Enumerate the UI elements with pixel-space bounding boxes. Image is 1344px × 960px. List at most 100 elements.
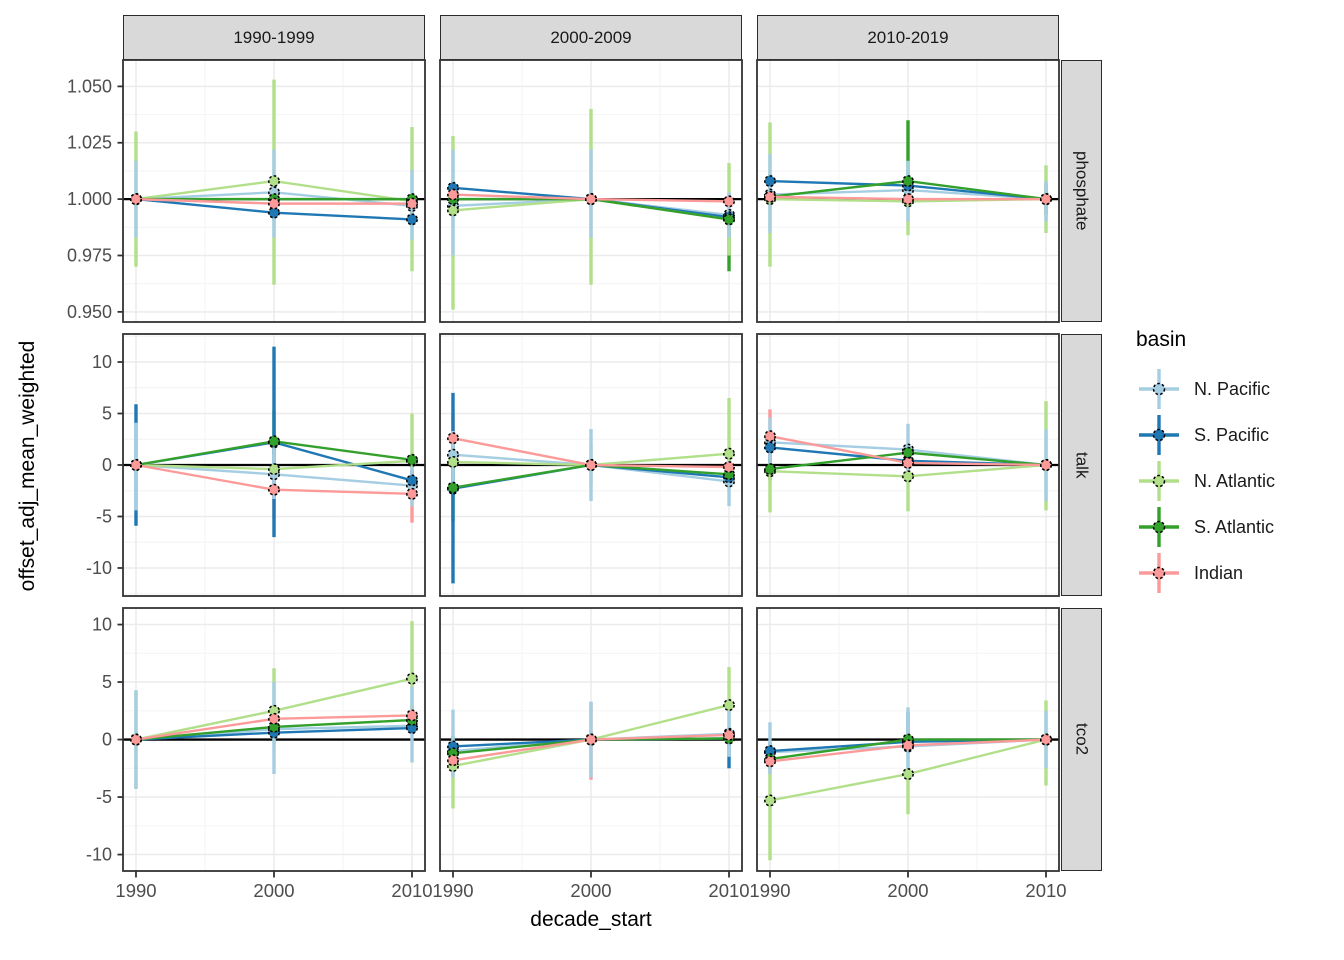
legend-key-n-pacific <box>1139 369 1179 409</box>
legend-key-s-pacific <box>1139 415 1179 455</box>
panel-border <box>439 59 743 323</box>
y-tick-label: 10 <box>92 615 112 635</box>
y-tick-label: 0.975 <box>67 245 112 265</box>
facet-row-strip-tco2: tco2 <box>1061 608 1102 871</box>
data-point <box>447 204 459 217</box>
x-tick-label: 1990 <box>749 880 790 901</box>
data-point <box>585 459 597 471</box>
data-point <box>585 193 597 206</box>
x-tick-label: 2000 <box>253 880 294 901</box>
x-tick-label: 2000 <box>887 880 928 901</box>
points-indian <box>130 459 418 500</box>
y-tick-label: 0 <box>102 455 112 475</box>
legend-title: basin <box>1136 328 1187 351</box>
y-tick-label: -10 <box>86 845 112 865</box>
data-point <box>406 197 418 210</box>
facet-row-strip-phosphate: phosphate <box>1061 60 1102 322</box>
facet-row-label: phosphate <box>1072 151 1092 231</box>
points-indian <box>764 190 1052 206</box>
points-indian <box>130 193 418 210</box>
panel-tco2-1990-1999 <box>122 607 426 872</box>
points-indian <box>447 432 735 474</box>
data-point <box>902 193 914 206</box>
legend-entry-indian: Indian <box>1136 550 1336 596</box>
data-point <box>902 446 914 459</box>
data-point <box>406 672 418 685</box>
data-point <box>406 213 418 226</box>
y-tick-label: 1.000 <box>67 189 112 209</box>
data-point <box>723 729 735 741</box>
data-point <box>268 720 280 733</box>
data-point <box>268 704 280 717</box>
data-point <box>406 722 418 735</box>
legend-entry-n-pacific: N. Pacific <box>1136 366 1336 412</box>
x-tick-label: 1990 <box>432 880 473 901</box>
facet-col-label: 1990-1999 <box>233 27 315 47</box>
data-point <box>723 461 735 474</box>
data-point <box>764 175 776 188</box>
legend-label: Indian <box>1194 562 1244 583</box>
data-point <box>447 188 459 201</box>
points-indian <box>764 430 1052 471</box>
data-point <box>447 754 459 767</box>
data-point <box>406 487 418 500</box>
legend-entry-n-atlantic: N. Atlantic <box>1136 458 1336 504</box>
legend-label: N. Atlantic <box>1194 470 1276 491</box>
data-point <box>447 432 459 445</box>
data-point <box>130 193 142 206</box>
y-tick-label: 1.025 <box>67 133 112 153</box>
data-point <box>268 175 280 188</box>
panel-phosphate-2010-2019 <box>756 59 1060 323</box>
x-tick-label: 2010 <box>391 880 432 901</box>
data-point <box>130 459 142 471</box>
facet-col-label: 2000-2009 <box>550 27 632 47</box>
panel-talk-1990-1999 <box>122 333 426 597</box>
panel-border <box>439 333 743 597</box>
x-tick-label: 1990 <box>115 880 156 901</box>
data-point <box>764 794 776 807</box>
data-point <box>902 768 914 781</box>
data-point <box>1040 459 1052 471</box>
points-indian <box>447 729 735 767</box>
legend-key-point <box>1152 566 1166 580</box>
data-point <box>268 483 280 496</box>
legend-entry-s-atlantic: S. Atlantic <box>1136 504 1336 550</box>
y-tick-label: 5 <box>102 672 112 692</box>
data-point <box>268 206 280 219</box>
data-point <box>268 435 280 448</box>
y-tick-label: -5 <box>96 506 112 526</box>
data-point <box>764 190 776 203</box>
points-indian <box>447 188 735 208</box>
facet-row-label: talk <box>1072 451 1092 479</box>
panel-border <box>756 59 1060 323</box>
legend: basin N. Pacific S. Pacific N. Atlantic S. … <box>1136 328 1336 596</box>
facet-col-label: 2010-2019 <box>867 27 949 47</box>
data-point <box>585 733 597 746</box>
data-point <box>406 453 418 466</box>
data-point <box>130 733 142 746</box>
facet-col-strip-1990-1999: 1990-1999 <box>123 15 425 60</box>
data-point <box>902 175 914 188</box>
data-point <box>447 455 459 468</box>
legend-key-point <box>1152 382 1166 396</box>
legend-label: N. Pacific <box>1194 378 1271 399</box>
y-tick-label: 5 <box>102 404 112 424</box>
legend-key-indian <box>1139 553 1179 593</box>
y-tick-label: -5 <box>96 787 112 807</box>
facet-row-strip-talk: talk <box>1061 334 1102 596</box>
facet-col-strip-2010-2019: 2010-2019 <box>757 15 1059 60</box>
data-point <box>447 481 459 494</box>
legend-key-point <box>1152 428 1166 442</box>
data-point <box>406 709 418 722</box>
panel-talk-2000-2009 <box>439 333 743 597</box>
x-tick-label: 2010 <box>1025 880 1066 901</box>
legend-entry-s-pacific: S. Pacific <box>1136 412 1336 458</box>
legend-key-s-atlantic <box>1139 507 1179 547</box>
legend-label: S. Pacific <box>1194 424 1270 445</box>
legend-key-point <box>1152 520 1166 534</box>
panel-border <box>122 59 426 323</box>
panel-phosphate-1990-1999 <box>122 59 426 323</box>
data-point <box>723 699 735 712</box>
data-point <box>723 213 735 226</box>
